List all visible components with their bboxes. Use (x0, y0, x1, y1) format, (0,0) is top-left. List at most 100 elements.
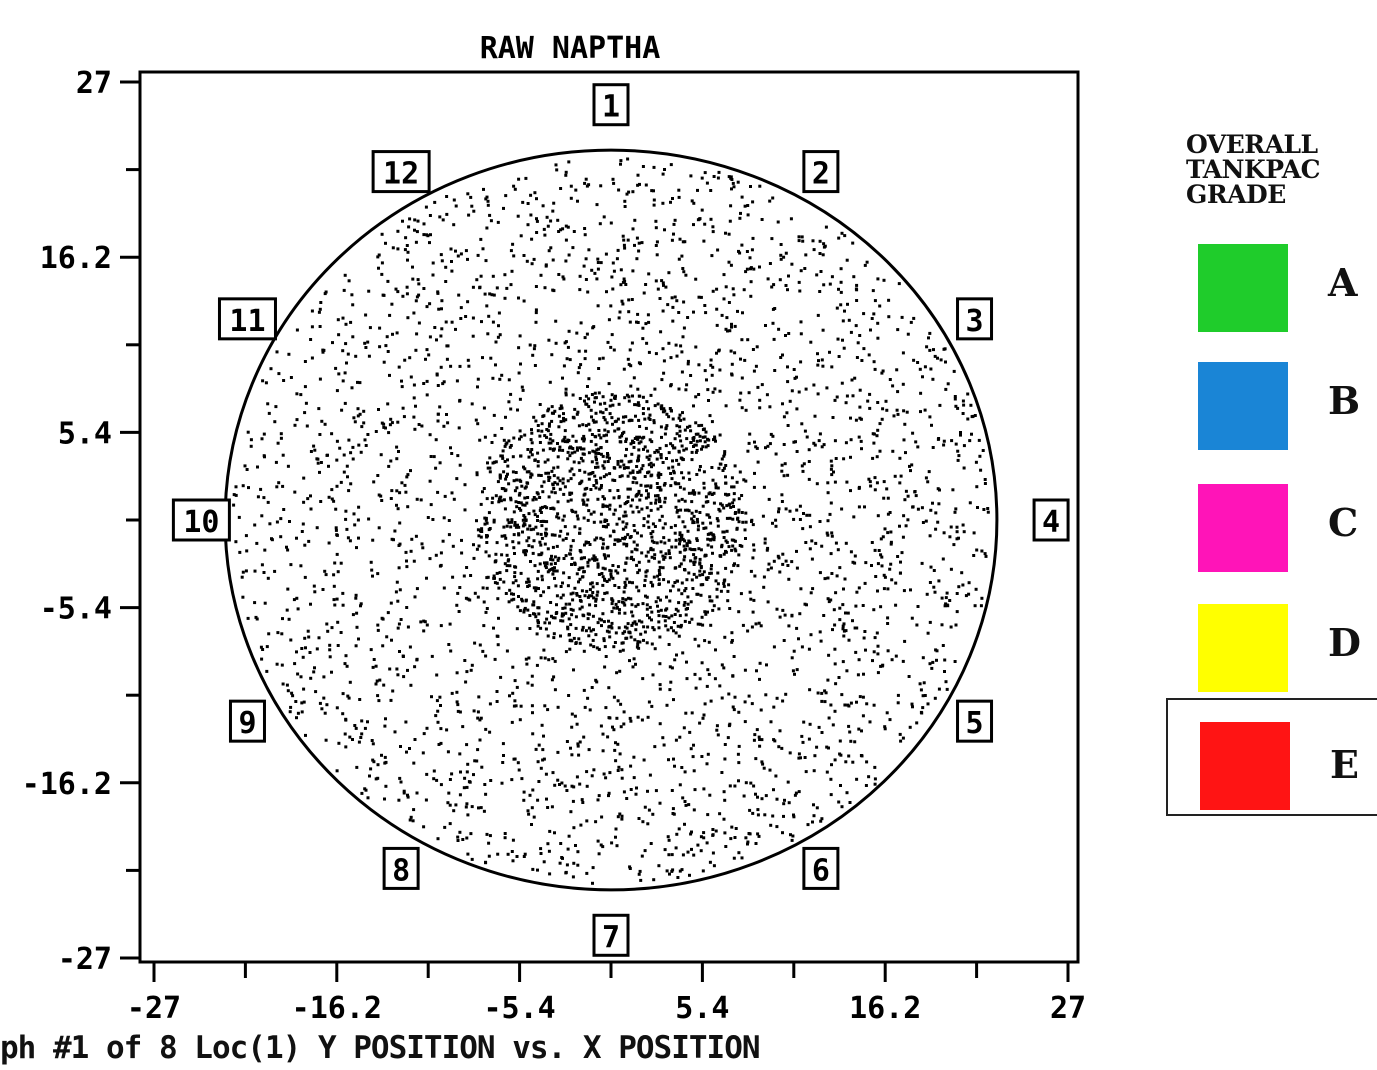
data-point (754, 364, 758, 368)
data-point (433, 326, 437, 329)
data-point (497, 324, 500, 328)
data-point (564, 602, 568, 606)
data-point (527, 584, 531, 588)
data-point (635, 493, 639, 497)
data-point (354, 354, 358, 358)
data-point (397, 544, 401, 547)
data-point (486, 199, 490, 203)
data-point (621, 527, 625, 531)
data-point (707, 399, 710, 402)
data-point (889, 542, 893, 546)
data-point (409, 683, 413, 687)
data-point (442, 516, 446, 520)
data-point (787, 577, 791, 581)
data-point (625, 636, 629, 640)
data-point (677, 827, 681, 831)
data-point (960, 571, 964, 575)
data-point (702, 526, 706, 530)
data-point (820, 544, 824, 548)
data-point (880, 555, 884, 559)
data-point (876, 671, 880, 675)
data-point (543, 542, 547, 546)
data-point (299, 393, 303, 397)
legend-item-e[interactable]: E (1166, 698, 1377, 816)
data-point (439, 365, 443, 369)
data-point (443, 494, 447, 498)
data-point (612, 645, 616, 649)
data-point (673, 295, 677, 299)
data-point (758, 398, 762, 402)
data-point (595, 461, 599, 465)
data-point (915, 623, 919, 627)
data-point (515, 486, 519, 490)
data-point (921, 706, 925, 710)
legend-item-a[interactable]: A (1166, 234, 1377, 352)
data-point (585, 871, 589, 875)
data-point (637, 510, 641, 514)
data-point (970, 415, 974, 419)
data-point (289, 638, 293, 642)
data-point (628, 580, 631, 584)
data-point (681, 240, 685, 244)
data-point (849, 739, 853, 743)
data-point (694, 450, 698, 454)
legend-item-b[interactable]: B (1166, 352, 1377, 470)
data-point (646, 715, 650, 719)
data-point (945, 591, 949, 595)
data-point (737, 851, 741, 855)
data-point (303, 575, 307, 579)
data-point (327, 541, 331, 545)
data-point (633, 547, 637, 551)
legend-item-c[interactable]: C (1166, 474, 1377, 592)
data-point (817, 439, 821, 443)
data-point (556, 476, 560, 480)
data-point (795, 566, 799, 570)
data-point (749, 597, 753, 601)
data-point (487, 854, 491, 858)
data-point (919, 688, 923, 692)
data-point (495, 690, 499, 693)
data-point (491, 320, 495, 324)
data-point (273, 569, 277, 573)
data-point (876, 321, 880, 325)
data-point (445, 728, 449, 732)
data-point (571, 246, 575, 250)
data-point (569, 196, 573, 200)
data-point (475, 759, 479, 763)
data-point (514, 704, 518, 708)
data-point (335, 439, 339, 443)
data-point (659, 505, 663, 509)
data-point (313, 590, 317, 594)
data-point (419, 620, 423, 624)
data-point (402, 415, 406, 419)
data-point (393, 730, 397, 734)
data-point (479, 535, 483, 539)
data-point (645, 455, 649, 459)
data-point (904, 489, 908, 493)
data-point (541, 448, 545, 452)
data-point (533, 364, 537, 367)
data-point (649, 485, 653, 489)
data-point (684, 803, 688, 807)
data-point (334, 528, 338, 532)
data-point (686, 425, 689, 429)
data-point (692, 310, 695, 314)
data-point (507, 400, 511, 404)
data-point (738, 544, 742, 547)
data-point (488, 470, 492, 474)
data-point (530, 441, 534, 445)
data-point (773, 369, 777, 372)
data-point (611, 261, 615, 265)
data-point (381, 293, 385, 297)
data-point (733, 547, 737, 551)
data-point (543, 233, 547, 237)
data-point (566, 625, 570, 629)
data-point (481, 356, 484, 360)
data-point (345, 361, 348, 365)
data-point (587, 541, 591, 544)
data-point (591, 449, 595, 453)
legend-item-d[interactable]: D (1166, 594, 1377, 712)
data-point (374, 682, 378, 686)
data-point (328, 655, 332, 659)
sector-number: 10 (183, 505, 219, 540)
